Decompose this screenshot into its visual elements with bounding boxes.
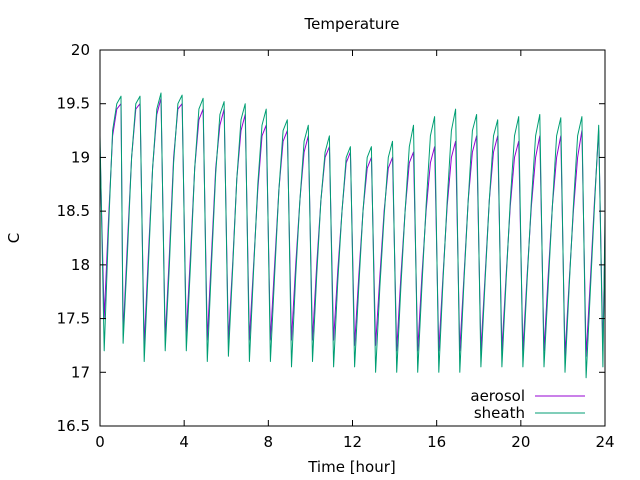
ticks-layer: 0 4 8 12 16 20 24 16.5 17 17.5 18 18.5 19 19.5 20 xyxy=(57,41,615,451)
y-tick-label: 19.5 xyxy=(57,95,90,113)
legend: aerosol sheath xyxy=(470,387,585,422)
series-line-sheath xyxy=(99,92,606,379)
x-tick-label: 16 xyxy=(427,433,446,451)
y-tick-label: 19 xyxy=(71,148,90,166)
x-tick-label: 0 xyxy=(95,433,105,451)
legend-label-sheath: sheath xyxy=(474,404,525,422)
x-tick-label: 8 xyxy=(264,433,274,451)
chart-title: Temperature xyxy=(303,15,399,33)
y-axis-label: C xyxy=(5,233,23,243)
x-axis-label: Time [hour] xyxy=(307,458,396,476)
x-tick-label: 4 xyxy=(179,433,189,451)
legend-label-aerosol: aerosol xyxy=(470,387,525,405)
y-tick-label: 18 xyxy=(71,256,90,274)
y-tick-label: 16.5 xyxy=(57,417,90,435)
y-tick-label: 17.5 xyxy=(57,310,90,328)
x-tick-label: 12 xyxy=(343,433,362,451)
plot-area: 0 4 8 12 16 20 24 16.5 17 17.5 18 18.5 19 19.5 20 xyxy=(57,41,615,451)
x-tick-label: 24 xyxy=(595,433,614,451)
x-tick-label: 20 xyxy=(511,433,530,451)
y-tick-label: 17 xyxy=(71,363,90,381)
y-tick-label: 18.5 xyxy=(57,202,90,220)
series-layer xyxy=(99,92,606,379)
y-tick-label: 20 xyxy=(71,41,90,59)
